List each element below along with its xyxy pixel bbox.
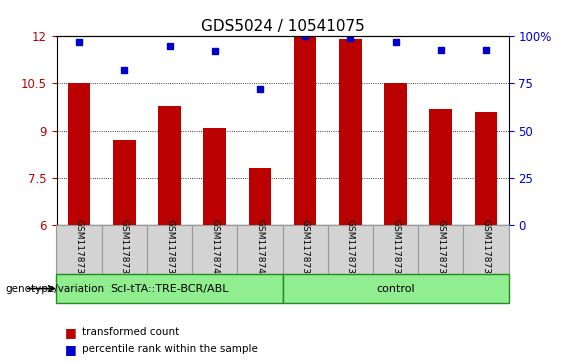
Bar <box>339 40 362 225</box>
Text: GSM1178735: GSM1178735 <box>436 219 445 280</box>
Text: GSM1178736: GSM1178736 <box>481 219 490 280</box>
Text: Scl-tTA::TRE-BCR/ABL: Scl-tTA::TRE-BCR/ABL <box>110 284 229 294</box>
Text: genotype/variation: genotype/variation <box>6 284 105 294</box>
Text: GSM1178734: GSM1178734 <box>391 219 400 280</box>
FancyBboxPatch shape <box>373 225 418 274</box>
FancyBboxPatch shape <box>192 225 237 274</box>
FancyBboxPatch shape <box>328 225 373 274</box>
FancyBboxPatch shape <box>282 274 508 303</box>
Text: percentile rank within the sample: percentile rank within the sample <box>82 344 258 354</box>
Bar <box>158 106 181 225</box>
FancyBboxPatch shape <box>102 225 147 274</box>
Text: GSM1178739: GSM1178739 <box>165 219 174 280</box>
Title: GDS5024 / 10541075: GDS5024 / 10541075 <box>201 19 364 34</box>
FancyBboxPatch shape <box>237 225 282 274</box>
Text: ■: ■ <box>65 343 77 356</box>
Bar <box>294 36 316 225</box>
FancyBboxPatch shape <box>418 225 463 274</box>
Text: GSM1178741: GSM1178741 <box>255 219 264 280</box>
FancyBboxPatch shape <box>56 274 282 303</box>
FancyBboxPatch shape <box>463 225 508 274</box>
FancyBboxPatch shape <box>147 225 192 274</box>
Bar <box>68 83 90 225</box>
FancyBboxPatch shape <box>56 225 102 274</box>
Bar <box>429 109 452 225</box>
Text: GSM1178732: GSM1178732 <box>301 219 310 280</box>
Bar <box>249 168 271 225</box>
Text: GSM1178733: GSM1178733 <box>346 219 355 280</box>
Bar <box>113 140 136 225</box>
FancyBboxPatch shape <box>282 225 328 274</box>
Text: GSM1178740: GSM1178740 <box>210 219 219 280</box>
Text: GSM1178737: GSM1178737 <box>75 219 84 280</box>
Text: ■: ■ <box>65 326 77 339</box>
Text: transformed count: transformed count <box>82 327 179 337</box>
Bar <box>475 112 497 225</box>
Bar <box>203 127 226 225</box>
Text: control: control <box>376 284 415 294</box>
Text: GSM1178738: GSM1178738 <box>120 219 129 280</box>
Bar <box>384 83 407 225</box>
